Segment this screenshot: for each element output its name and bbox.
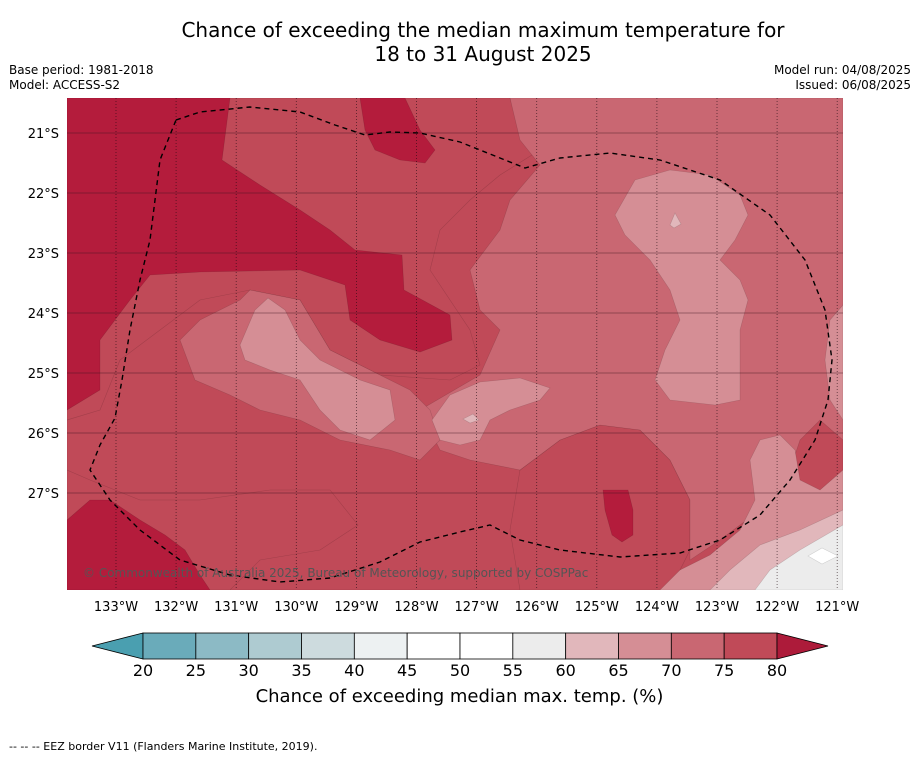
region-50-55-southeast <box>754 524 843 590</box>
title-line-2: 18 to 31 August 2025 <box>374 42 592 66</box>
latitude-labels: 21°S 22°S 23°S 24°S 25°S 26°S 27°S <box>28 127 59 502</box>
lon-label: 133°W <box>94 600 138 615</box>
colorbar-segment <box>353 632 408 660</box>
lat-label: 25°S <box>28 367 59 382</box>
colorbar-tick-label: 45 <box>397 661 417 680</box>
colorbar-segment <box>512 632 567 660</box>
colorbar-tick-label: 70 <box>661 661 681 680</box>
colorbar-tick-label: 25 <box>186 661 206 680</box>
lat-label: 22°S <box>28 187 59 202</box>
lon-label: 125°W <box>575 600 619 615</box>
longitude-labels: 133°W 132°W 131°W 130°W 129°W 128°W 127°W 126°W… <box>94 600 860 615</box>
lon-label: 122°W <box>755 600 799 615</box>
region-50-55-patch <box>807 547 839 565</box>
colorbar-segment <box>459 632 514 660</box>
lon-label: 127°W <box>455 600 499 615</box>
colorbar-tick-label: 55 <box>503 661 523 680</box>
eez-border <box>89 106 833 583</box>
map-layers: © Commonwealth of Australia 2025, Bureau… <box>67 98 843 590</box>
colorbar-segment <box>142 632 197 660</box>
colorbar-segment <box>248 632 302 660</box>
copyright-text: © Commonwealth of Australia 2025, Bureau… <box>83 566 588 580</box>
chart-title: Chance of exceeding the median maximum t… <box>0 18 919 66</box>
model-run: Model run: 04/08/2025 <box>773 63 911 77</box>
lon-label: 124°W <box>635 600 679 615</box>
colorbar-tick-label: 75 <box>714 661 734 680</box>
model-name: Model: ACCESS-S2 <box>9 78 121 92</box>
colorbar-segment <box>723 632 778 660</box>
lon-label: 129°W <box>334 600 378 615</box>
grid-lines <box>67 98 843 590</box>
lon-label: 126°W <box>515 600 559 615</box>
colorbar-high-arrow <box>776 632 829 660</box>
colorbar-segment <box>565 632 619 660</box>
colorbar-tick-label: 35 <box>291 661 311 680</box>
issued-date: Issued: 06/08/2025 <box>795 78 911 92</box>
colorbar-segment <box>618 632 672 660</box>
lat-label: 26°S <box>28 427 59 442</box>
lon-label: 128°W <box>394 600 438 615</box>
lon-label: 123°W <box>695 600 739 615</box>
colorbar-label: Chance of exceeding median max. temp. (%… <box>255 686 664 707</box>
meta-right: Model run: 04/08/2025 Issued: 06/08/2025 <box>774 63 911 93</box>
colorbar-segment <box>406 632 461 660</box>
colorbar-segment <box>195 632 250 660</box>
colorbar <box>91 632 829 660</box>
region-over-80-southwest <box>67 499 211 590</box>
region-60-65-east-edge <box>824 304 843 421</box>
colorbar-tick-label: 30 <box>238 661 258 680</box>
lat-label: 23°S <box>28 247 59 262</box>
base-period: Base period: 1981-2018 <box>9 63 154 77</box>
colorbar-tick-label: 40 <box>344 661 364 680</box>
lon-label: 121°W <box>815 600 859 615</box>
colorbar-tick-label: 80 <box>767 661 787 680</box>
lat-label: 27°S <box>28 487 59 502</box>
colorbar-segment <box>670 632 725 660</box>
colorbar-tick-label: 60 <box>555 661 575 680</box>
colorbar-tick-label: 50 <box>450 661 470 680</box>
region-60-65-centre <box>431 377 551 446</box>
title-line-1: Chance of exceeding the median maximum t… <box>181 18 785 42</box>
lon-label: 132°W <box>154 600 198 615</box>
region-55-60-centre-patch <box>462 413 480 424</box>
region-60-65-northeast <box>614 169 749 406</box>
meta-left: Base period: 1981-2018 Model: ACCESS-S2 <box>9 63 154 93</box>
lat-label: 24°S <box>28 307 59 322</box>
eez-footnote: -- -- -- EEZ border V11 (Flanders Marine… <box>9 740 318 753</box>
colorbar-ticks: 20 25 30 35 40 45 50 55 60 65 70 75 80 <box>133 661 787 680</box>
colorbar-tick-label: 20 <box>133 661 153 680</box>
lon-label: 130°W <box>274 600 318 615</box>
colorbar-segment <box>301 632 355 660</box>
lat-label: 21°S <box>28 127 59 142</box>
colorbar-low-arrow <box>91 632 144 660</box>
colorbar-tick-label: 65 <box>608 661 628 680</box>
region-55-60-north-patch <box>669 212 682 229</box>
lon-label: 131°W <box>214 600 258 615</box>
